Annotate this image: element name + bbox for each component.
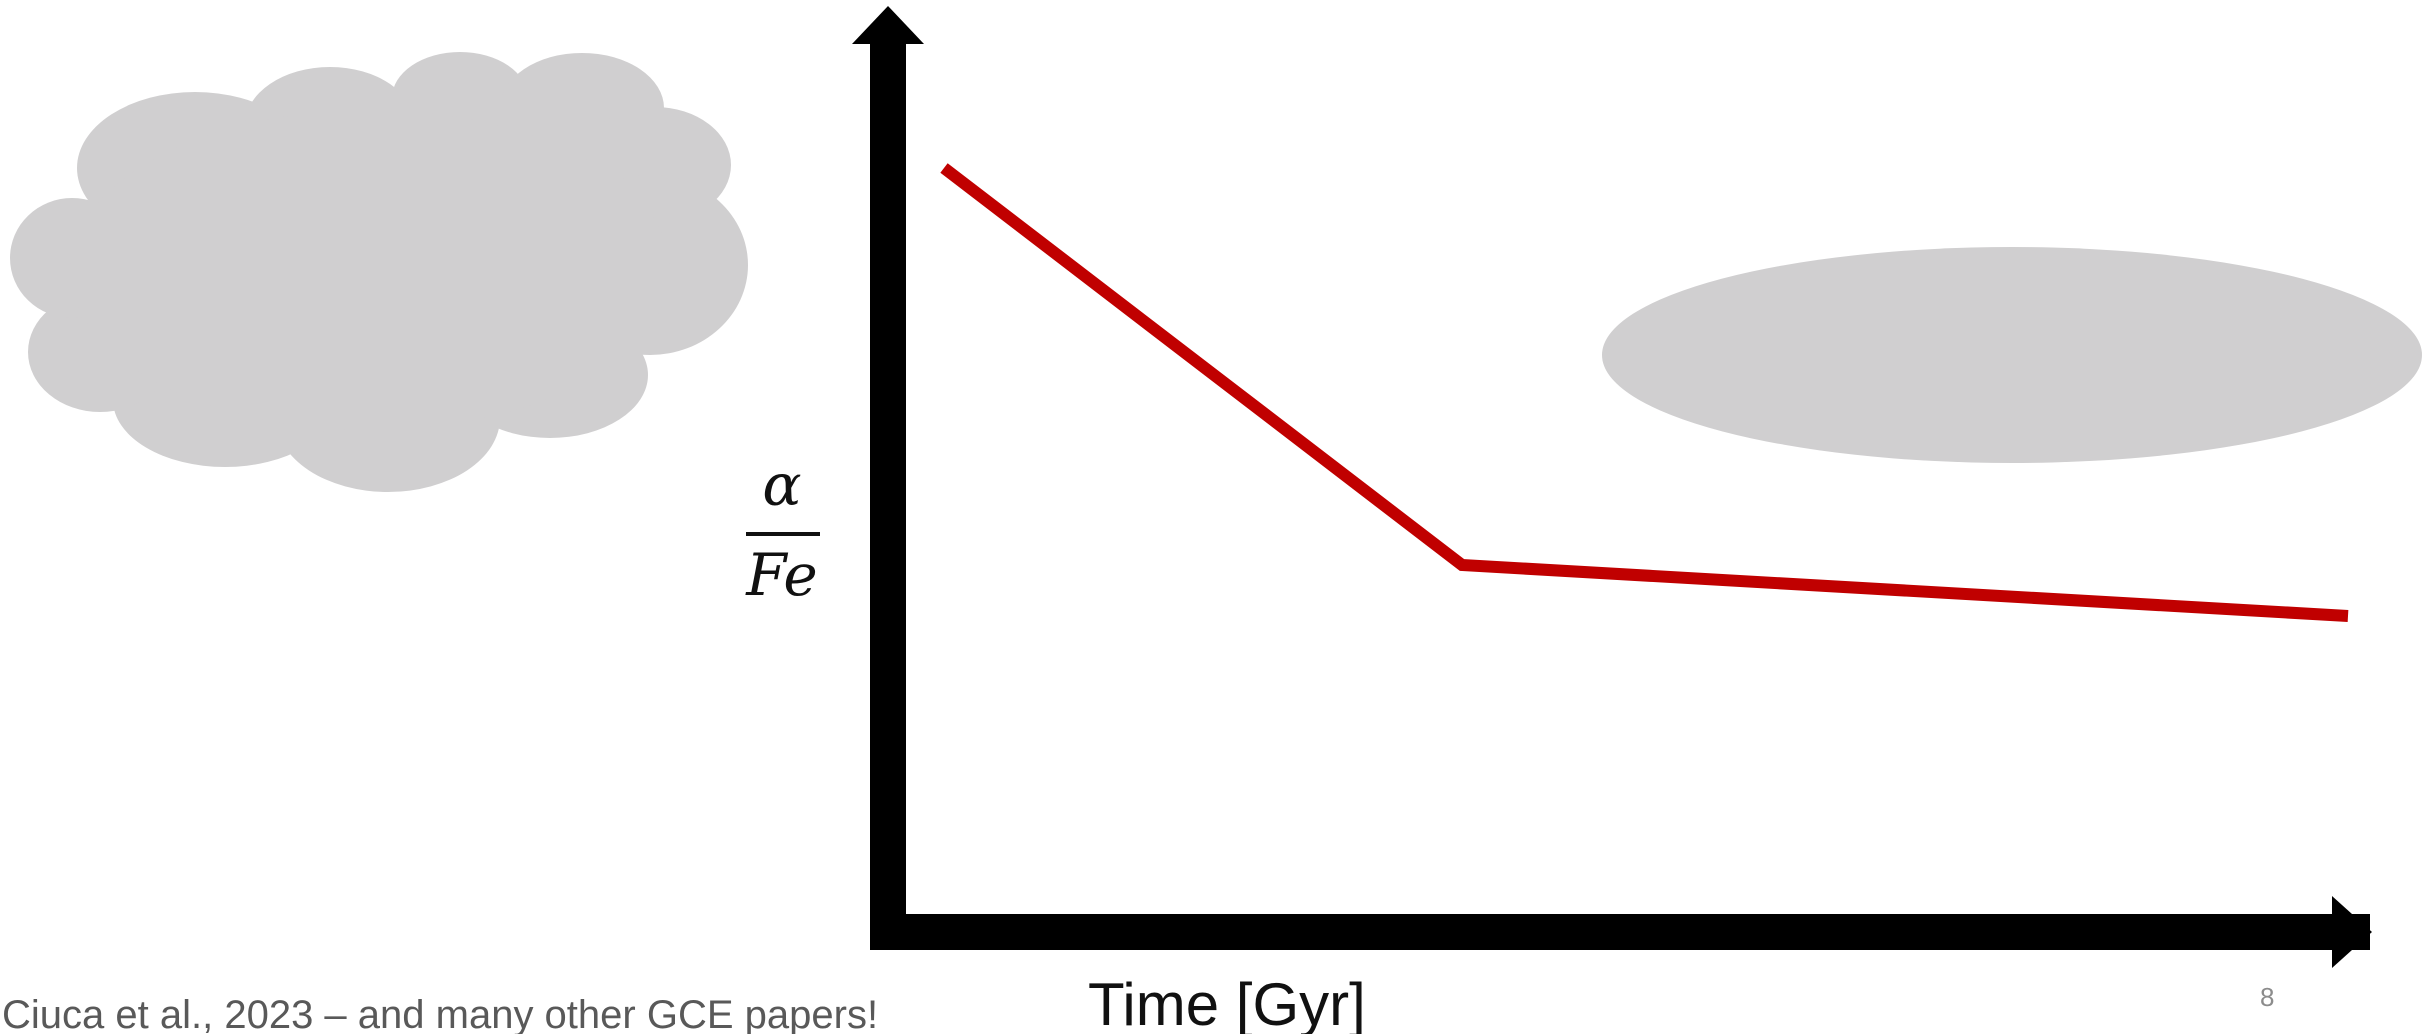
y-axis-label-denominator: Fe bbox=[745, 541, 817, 609]
y-axis-arrowhead bbox=[852, 6, 924, 44]
x-axis-arrowhead bbox=[2332, 896, 2372, 968]
y-axis-label-numerator: α bbox=[762, 451, 801, 519]
cloud-shape bbox=[10, 52, 748, 492]
page-number: 8 bbox=[2260, 982, 2274, 1012]
ellipse-shape bbox=[1602, 247, 2422, 463]
y-axis-label-fraction-bar bbox=[746, 532, 820, 536]
y-axis bbox=[870, 40, 906, 950]
trend-line bbox=[940, 163, 2349, 622]
y-axis-label: α Fe bbox=[745, 451, 820, 609]
x-axis bbox=[870, 914, 2370, 950]
citation-text: Ciuca et al., 2023 – and many other GCE … bbox=[2, 993, 878, 1034]
x-axis-label: Time [Gyr] bbox=[1088, 971, 1366, 1034]
